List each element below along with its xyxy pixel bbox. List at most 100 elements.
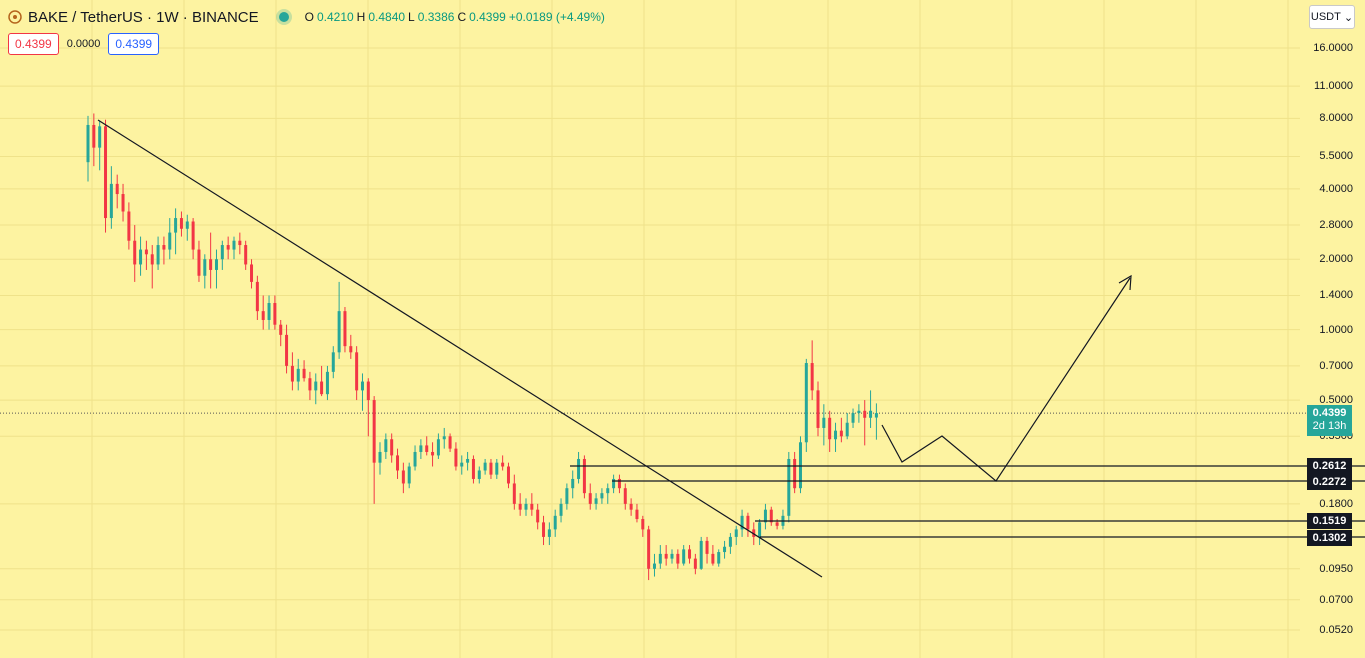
candle-body [746,515,750,530]
candle-body [606,488,610,494]
candle-body [740,515,744,530]
candle-body [407,466,411,484]
price-axis-label: 8.0000 [1319,112,1353,125]
candle [442,427,446,449]
candle [460,455,464,475]
candle-body [874,413,878,418]
candle-body [582,458,586,494]
candle [308,371,312,401]
candle-body [226,245,230,250]
candle-body [635,509,639,520]
candle-body [302,368,306,379]
candle [658,545,662,569]
candle-body [378,451,382,463]
projection-path[interactable] [881,277,1131,482]
candle-body [232,240,236,250]
candle-body [156,245,160,265]
candle [857,404,861,423]
candle [559,498,563,523]
candle-body [343,311,347,347]
candle [232,236,236,260]
candle [290,352,294,391]
candle-body [477,470,481,479]
candle [92,113,96,167]
candle-body [220,245,224,260]
downtrend-line[interactable] [97,119,823,578]
candle [267,295,271,330]
candle [705,536,709,564]
candle [647,525,651,581]
candle [401,462,405,494]
last-price-value: 0.4399 [1312,407,1347,419]
candle [378,442,382,475]
candle [723,540,727,559]
symbol-title[interactable]: BAKE / TetherUS · 1W · BINANCE [28,8,259,26]
price-axis-label: 0.0950 [1319,562,1353,575]
currency-selector[interactable]: USDT ⌄ [1309,5,1355,29]
candle-body [705,540,709,554]
candle [238,232,242,255]
price-axis-label: 2.8000 [1319,219,1353,232]
candle-body [366,381,370,401]
market-status-icon[interactable] [278,12,289,22]
candle [518,493,522,516]
candle-body [839,430,843,437]
candle [828,410,832,452]
candle [769,506,773,526]
candle [139,236,143,276]
candle [197,240,201,282]
candle [349,334,353,359]
candle-body [693,558,697,569]
candle-body [536,509,540,523]
ohlc-key-open: O [304,10,314,24]
candle-body [652,563,656,569]
candle-body [360,381,364,391]
candle [121,183,125,222]
candle [255,275,259,320]
candle-body [179,218,183,229]
candle-body [261,311,265,320]
ohlc-open: 0.4210 [316,10,354,24]
candle-body [816,390,820,428]
candle [798,436,802,494]
candle-body [524,503,528,510]
sell-price-button[interactable]: 0.4399 [8,33,59,55]
candle-body [320,381,324,395]
price-change: +0.0189 (+4.49%) [508,10,605,24]
level-tag: 0.1519 [1307,513,1352,529]
candle [448,433,452,452]
candle [542,515,546,546]
candle-body [273,303,277,325]
candle [553,509,557,537]
price-axis-label: 11.0000 [1314,80,1353,93]
candle [606,483,610,504]
candle [174,208,178,255]
candle-body [203,259,207,276]
candle [524,498,528,516]
candle [296,358,300,391]
candle [577,451,581,484]
price-axis-label: 5.5000 [1319,150,1353,163]
candle-body [244,245,248,265]
candle [489,458,493,479]
candle-body [845,422,849,437]
candle-body [489,462,493,475]
candle-body [355,352,359,391]
candle [168,218,172,260]
candle [302,360,306,382]
candle-body [285,334,289,366]
candle [483,458,487,475]
candle-body [577,458,581,479]
candle [250,259,254,289]
candle-body [664,553,668,559]
candle-body [530,503,534,510]
buy-price-button[interactable]: 0.4399 [108,33,160,55]
candle-body [185,221,189,229]
candle-body [775,522,779,526]
candle [203,254,207,289]
candle [115,174,119,209]
candle-body [658,553,662,564]
candle [804,358,808,452]
candle [834,422,838,452]
